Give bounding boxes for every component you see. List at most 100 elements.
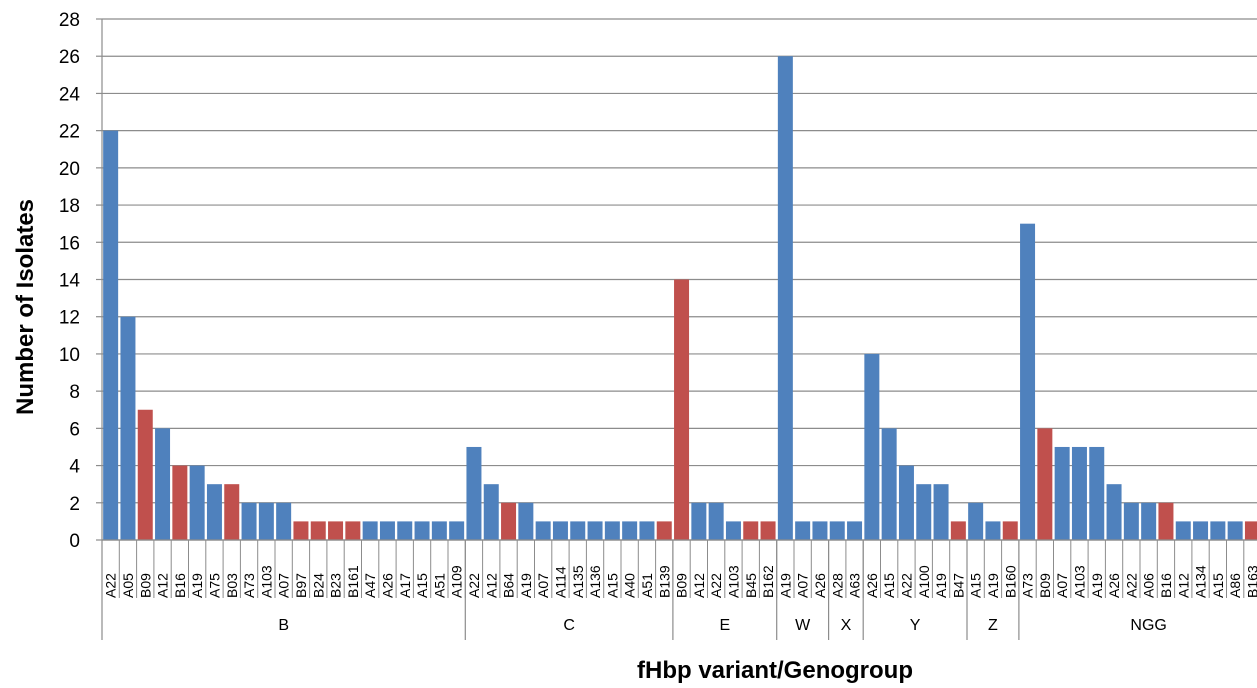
category-label: A73 xyxy=(241,573,257,598)
bar-W-A19 xyxy=(777,56,793,540)
category-label: B03 xyxy=(224,573,240,598)
group-label-X: X xyxy=(841,617,852,634)
category-label: A86 xyxy=(1227,573,1243,598)
bar-B-A26 xyxy=(379,521,395,540)
bar-B-A05 xyxy=(120,316,136,540)
category-label: A63 xyxy=(847,573,863,598)
y-tick-label: 22 xyxy=(59,122,80,143)
group-label-Y: Y xyxy=(910,617,921,634)
category-label: B16 xyxy=(172,573,188,598)
category-label: A07 xyxy=(795,573,811,598)
category-label: A47 xyxy=(362,573,378,598)
category-label: A134 xyxy=(1193,565,1209,598)
category-label: A26 xyxy=(379,573,395,598)
bar-B-A51 xyxy=(431,521,447,540)
bar-W-A26 xyxy=(812,521,828,540)
category-label: B16 xyxy=(1158,573,1174,598)
category-label: A22 xyxy=(466,573,482,598)
bar-B-B09 xyxy=(137,409,153,540)
group-label-Z: Z xyxy=(988,617,998,634)
category-label: A19 xyxy=(189,573,205,598)
category-label: A07 xyxy=(535,573,551,598)
bar-B-B24 xyxy=(310,521,326,540)
bar-C-A135 xyxy=(570,521,586,540)
y-tick-label: 0 xyxy=(69,531,80,552)
group-label-NGG: NGG xyxy=(1130,617,1166,634)
bar-B-A75 xyxy=(206,484,222,540)
group-label-C: C xyxy=(563,617,575,634)
y-tick-label: 6 xyxy=(69,419,80,440)
group-label-E: E xyxy=(719,617,730,634)
y-tick-label: 14 xyxy=(59,271,81,292)
category-label: A26 xyxy=(812,573,828,598)
bar-C-A136 xyxy=(587,521,603,540)
category-label: A19 xyxy=(1089,573,1105,598)
x-axis: A22 A05 B09 A12 B16 A19 A75 B03 A73 A103 A07 B97 B24… xyxy=(101,539,1257,640)
category-label: A103 xyxy=(725,565,741,598)
bar-Y-A26 xyxy=(864,353,880,540)
group-label-W: W xyxy=(795,617,811,634)
bar-NGG-A15 xyxy=(1210,521,1226,540)
y-tick-label: 8 xyxy=(69,382,80,403)
bar-B-A47 xyxy=(362,521,378,540)
bars xyxy=(103,56,1257,540)
bar-NGG-A12 xyxy=(1175,521,1191,540)
bar-NGG-A07 xyxy=(1054,446,1070,540)
category-label: A15 xyxy=(881,573,897,598)
y-tick-label: 24 xyxy=(59,84,81,105)
category-label: B162 xyxy=(760,565,776,598)
bar-X-A63 xyxy=(847,521,863,540)
bar-W-A07 xyxy=(795,521,811,540)
bar-B-A109 xyxy=(449,521,465,540)
category-label: A40 xyxy=(622,573,638,598)
category-label: B97 xyxy=(293,573,309,598)
category-label: A136 xyxy=(587,565,603,598)
bar-NGG-B163 xyxy=(1244,521,1257,540)
bar-B-A22 xyxy=(103,130,119,540)
category-label: B160 xyxy=(1002,565,1018,598)
category-label: A17 xyxy=(397,573,413,598)
bar-B-B161 xyxy=(345,521,361,540)
bar-NGG-A86 xyxy=(1227,521,1243,540)
category-label: A12 xyxy=(155,573,171,598)
category-label: B09 xyxy=(1037,573,1053,598)
category-label: A26 xyxy=(1106,573,1122,598)
bar-E-B09 xyxy=(674,279,690,540)
bar-NGG-A19 xyxy=(1089,446,1105,540)
bar-B-A12 xyxy=(155,428,171,540)
bar-B-B97 xyxy=(293,521,309,540)
bar-B-B03 xyxy=(224,484,240,540)
category-label: A109 xyxy=(449,565,465,598)
y-tick-label: 16 xyxy=(59,233,80,254)
category-label: A26 xyxy=(864,573,880,598)
category-label: A07 xyxy=(276,573,292,598)
bar-C-A40 xyxy=(622,521,638,540)
y-axis-label: Number of Isolates xyxy=(12,199,39,415)
category-label: A15 xyxy=(414,573,430,598)
y-tick-label: 18 xyxy=(59,196,80,217)
category-label: A22 xyxy=(898,573,914,598)
bar-E-B45 xyxy=(743,521,759,540)
bar-B-A15 xyxy=(414,521,430,540)
category-label: A15 xyxy=(604,573,620,598)
category-label: A19 xyxy=(777,573,793,598)
bar-E-A22 xyxy=(708,502,724,540)
category-label: A05 xyxy=(120,573,136,598)
bar-B-A103 xyxy=(258,502,274,540)
category-label: B163 xyxy=(1244,565,1257,598)
category-label: B139 xyxy=(656,565,672,598)
y-tick-label: 20 xyxy=(59,159,80,180)
bar-Y-A19 xyxy=(933,484,949,540)
category-label: B23 xyxy=(328,573,344,598)
category-label: A12 xyxy=(691,573,707,598)
category-label: B64 xyxy=(501,573,517,598)
category-label: A28 xyxy=(829,573,845,598)
bar-NGG-A134 xyxy=(1193,521,1209,540)
category-label: A12 xyxy=(1175,573,1191,598)
bar-C-A07 xyxy=(535,521,551,540)
bar-NGG-A06 xyxy=(1141,502,1157,540)
bar-Y-A22 xyxy=(898,465,914,540)
y-tick-label: 2 xyxy=(69,494,80,515)
y-tick-label: 10 xyxy=(59,345,80,366)
